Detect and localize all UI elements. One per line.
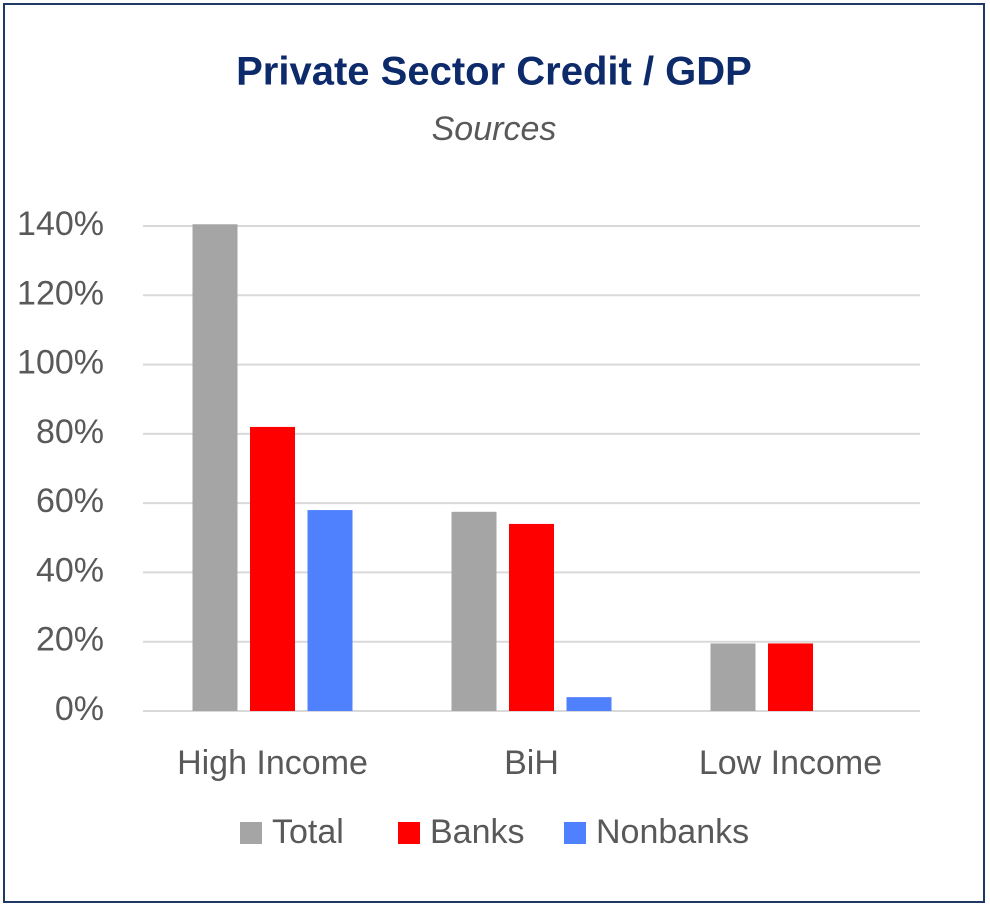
legend-swatch: [240, 822, 262, 844]
x-tick-label: BiH: [504, 744, 559, 782]
y-tick-label: 120%: [17, 274, 104, 312]
chart-frame: [3, 3, 985, 903]
bar: [768, 643, 813, 711]
bar: [192, 224, 238, 711]
legend-swatch: [398, 822, 420, 844]
y-tick-label: 60%: [36, 482, 104, 520]
legend-label: Total: [272, 813, 344, 851]
legend-swatch: [564, 822, 586, 844]
chart-subtitle: Sources: [432, 110, 557, 148]
legend-label: Banks: [430, 813, 525, 851]
x-tick-label: High Income: [177, 744, 368, 782]
bar: [566, 697, 612, 711]
y-tick-label: 0%: [55, 690, 104, 728]
chart-title: Private Sector Credit / GDP: [236, 50, 752, 94]
bar: [509, 523, 554, 711]
y-tick-label: 140%: [17, 205, 104, 243]
legend-label: Nonbanks: [596, 813, 749, 851]
bar: [710, 643, 756, 711]
y-tick-label: 40%: [36, 551, 104, 589]
bar: [250, 426, 295, 711]
y-tick-label: 20%: [36, 621, 104, 659]
bar: [307, 510, 353, 711]
y-tick-label: 100%: [17, 344, 104, 382]
bar: [451, 511, 497, 711]
y-tick-label: 80%: [36, 413, 104, 451]
x-tick-label: Low Income: [699, 744, 882, 782]
